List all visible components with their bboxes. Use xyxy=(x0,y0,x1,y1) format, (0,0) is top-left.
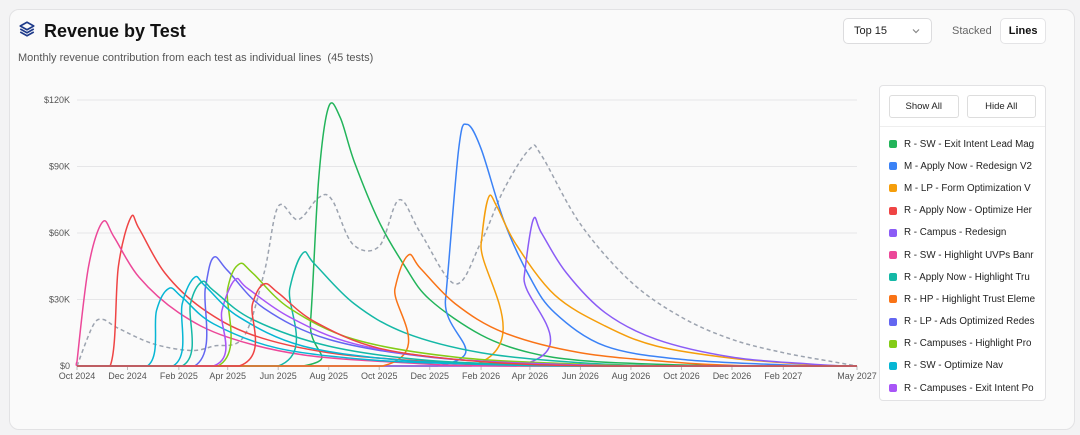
legend-label: R - Campuses - Highlight Pro xyxy=(904,338,1032,350)
legend-label: M - LP - Form Optimization V xyxy=(904,182,1031,194)
chevron-down-icon xyxy=(912,29,920,34)
series-line xyxy=(77,123,857,367)
legend-swatch xyxy=(889,273,897,282)
x-tick-label: Apr 2026 xyxy=(512,371,549,381)
page-title: Revenue by Test xyxy=(44,21,186,41)
legend-swatch xyxy=(889,384,897,393)
legend-item[interactable]: R - SW - Exit Intent Lead Mag xyxy=(880,133,1045,155)
y-tick-label: $0 xyxy=(60,361,70,371)
x-tick-label: May 2027 xyxy=(837,371,877,381)
toggle-stacked[interactable]: Stacked xyxy=(952,25,992,37)
legend-label: R - SW - Highlight UVPs Banr xyxy=(904,249,1034,261)
toggle-lines[interactable]: Lines xyxy=(999,18,1047,44)
chart-subtitle: Monthly revenue contribution from each t… xyxy=(18,52,373,64)
x-tick-label: Oct 2025 xyxy=(361,371,398,381)
series-line xyxy=(77,102,857,367)
legend-panel: Show All Hide All R - SW - Exit Intent L… xyxy=(879,85,1046,401)
legend-item[interactable]: R - SW - Highlight UVPs Banr xyxy=(880,244,1045,266)
series-line xyxy=(77,280,857,367)
legend-list: R - SW - Exit Intent Lead Mag M - Apply N… xyxy=(880,127,1045,399)
legend-item[interactable]: R - Campuses - Exit Intent Po xyxy=(880,377,1045,399)
x-tick-label: Apr 2025 xyxy=(209,371,246,381)
legend-item[interactable]: R - Campus - Redesign xyxy=(880,222,1045,244)
series-line xyxy=(77,214,857,367)
series-line xyxy=(77,253,857,367)
legend-swatch xyxy=(889,317,897,326)
legend-item[interactable]: R - SW - Optimize Nav xyxy=(880,355,1045,377)
legend-item[interactable]: R - HP - Highlight Trust Eleme xyxy=(880,288,1045,310)
legend-item[interactable]: M - Apply Now - Redesign V2 xyxy=(880,155,1045,177)
legend-swatch xyxy=(889,339,897,348)
legend-swatch xyxy=(889,162,897,171)
legend-swatch xyxy=(889,228,897,237)
x-tick-label: Aug 2025 xyxy=(309,371,348,381)
series-line xyxy=(77,194,857,367)
total-dashed-line xyxy=(76,144,858,367)
x-tick-label: Dec 2025 xyxy=(410,371,449,381)
legend-label: M - Apply Now - Redesign V2 xyxy=(904,160,1032,172)
x-tick-label: Feb 2025 xyxy=(160,371,198,381)
legend-label: R - Campuses - Exit Intent Po xyxy=(904,382,1034,394)
legend-label: R - HP - Highlight Trust Eleme xyxy=(904,293,1036,305)
x-tick-label: Feb 2027 xyxy=(764,371,802,381)
legend-item[interactable]: R - LP - Ads Optimized Redes xyxy=(880,311,1045,333)
series-line xyxy=(75,220,857,367)
x-tick-label: Feb 2026 xyxy=(462,371,500,381)
legend-item[interactable]: M - LP - Form Optimization V xyxy=(880,177,1045,199)
legend-label: R - Apply Now - Highlight Tru xyxy=(904,271,1030,283)
x-tick-label: Aug 2026 xyxy=(612,371,651,381)
hide-all-button[interactable]: Hide All xyxy=(966,95,1036,118)
legend-label: R - LP - Ads Optimized Redes xyxy=(904,316,1035,328)
legend-swatch xyxy=(889,361,897,370)
top-n-select[interactable]: Top 15 xyxy=(843,18,932,44)
legend-label: R - SW - Exit Intent Lead Mag xyxy=(904,138,1035,150)
y-tick-label: $120K xyxy=(44,95,70,105)
x-tick-label: Dec 2024 xyxy=(108,371,147,381)
show-all-button[interactable]: Show All xyxy=(889,95,959,118)
legend-swatch xyxy=(889,140,897,149)
legend-item[interactable]: R - Campuses - Highlight Pro xyxy=(880,333,1045,355)
select-value: Top 15 xyxy=(854,25,888,37)
legend-swatch xyxy=(889,295,897,304)
legend-swatch xyxy=(889,206,897,215)
legend-label: R - SW - Optimize Nav xyxy=(904,360,1004,372)
legend-label: R - Campus - Redesign xyxy=(904,227,1007,239)
y-tick-label: $60K xyxy=(49,228,70,238)
legend-item[interactable]: R - Apply Now - Optimize Her xyxy=(880,200,1045,222)
x-tick-label: Jun 2025 xyxy=(260,371,297,381)
y-tick-label: $30K xyxy=(49,295,70,305)
x-tick-label: Oct 2026 xyxy=(663,371,700,381)
series-line xyxy=(77,282,857,367)
series-line xyxy=(77,275,857,367)
layers-icon xyxy=(18,20,36,43)
legend-swatch xyxy=(889,251,897,260)
x-tick-label: Dec 2026 xyxy=(713,371,752,381)
y-tick-label: $90K xyxy=(49,162,70,172)
legend-swatch xyxy=(889,184,897,193)
view-toggle: Stacked Lines xyxy=(944,18,1047,44)
legend-label: R - Apply Now - Optimize Her xyxy=(904,205,1032,217)
test-count: (45 tests) xyxy=(327,52,374,64)
x-tick-label: Oct 2024 xyxy=(59,371,96,381)
title-row: Revenue by Test xyxy=(18,20,186,43)
legend-item[interactable]: R - Apply Now - Highlight Tru xyxy=(880,266,1045,288)
x-tick-label: Jun 2026 xyxy=(562,371,599,381)
subtitle-text: Monthly revenue contribution from each t… xyxy=(18,52,322,64)
